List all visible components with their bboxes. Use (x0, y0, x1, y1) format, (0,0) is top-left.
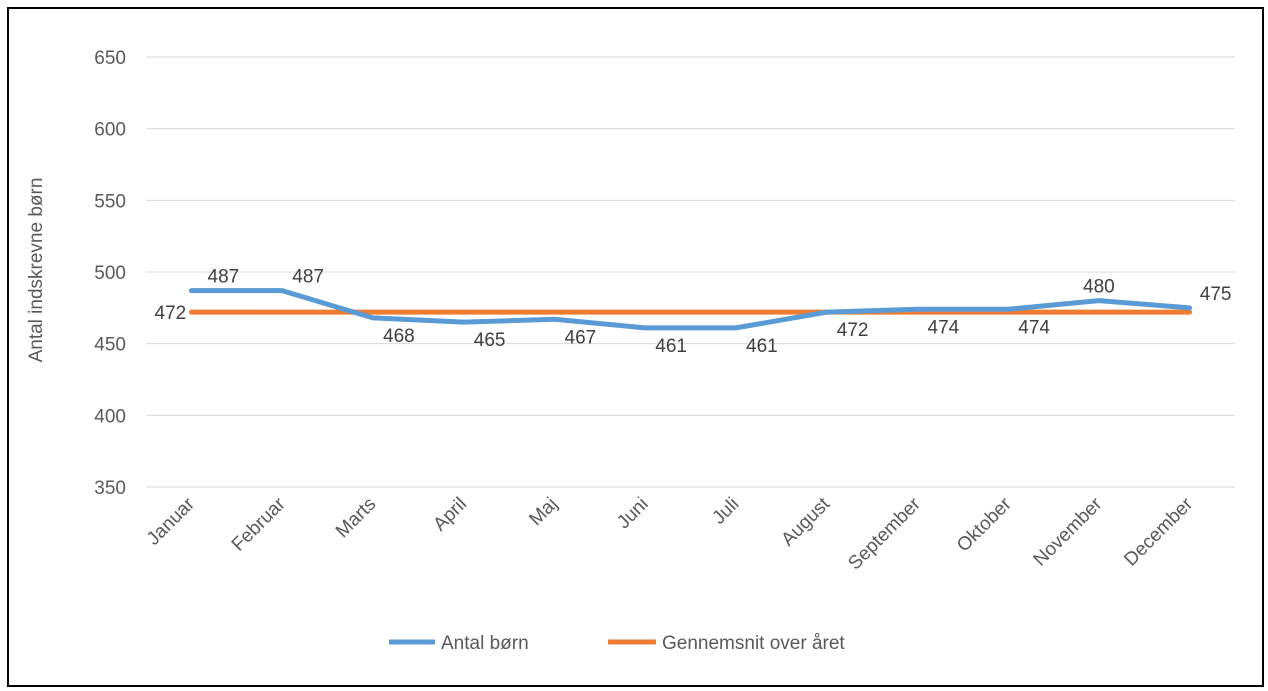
legend-label-gennemsnit: Gennemsnit over året (662, 633, 845, 654)
data-label: 461 (746, 336, 778, 357)
y-tick-label: 400 (94, 406, 126, 427)
x-tick-label: April (429, 494, 471, 536)
x-tick-label: Maj (525, 494, 562, 531)
x-axis-ticks: Januar Februar Marts April Maj Juni Juli August… (143, 493, 1198, 574)
chart-frame (7, 7, 1264, 687)
legend-label-antal-born: Antal børn (441, 633, 529, 654)
x-tick-label: September (844, 493, 925, 574)
data-label-average: 472 (155, 303, 187, 324)
x-tick-label: Juli (708, 494, 743, 529)
data-label: 487 (208, 267, 240, 288)
y-axis-label: Antal indskrevne børn (26, 178, 47, 363)
x-tick-label: December (1120, 493, 1197, 570)
x-tick-label: Marts (332, 494, 380, 542)
x-tick-label: Februar (228, 493, 290, 555)
x-tick-label: November (1030, 493, 1107, 570)
x-tick-label: Juni (613, 494, 652, 533)
data-label: 465 (474, 330, 506, 351)
y-tick-label: 350 (94, 478, 126, 499)
y-tick-label: 650 (94, 48, 126, 69)
x-tick-label: August (777, 493, 834, 550)
data-label: 480 (1083, 277, 1115, 298)
y-tick-label: 500 (94, 263, 126, 284)
data-label: 474 (1018, 317, 1050, 338)
data-label: 487 (292, 267, 324, 288)
y-axis-ticks: 350 400 450 500 550 600 650 (94, 48, 126, 499)
data-label: 472 (837, 320, 869, 341)
data-label: 461 (655, 336, 687, 357)
data-label: 468 (383, 326, 415, 347)
x-tick-label: Oktober (953, 493, 1016, 556)
data-label: 474 (928, 317, 960, 338)
series-lines (188, 288, 1193, 331)
data-label: 475 (1200, 284, 1232, 305)
x-tick-label: Januar (143, 493, 199, 549)
series-line-antal-born (188, 288, 1193, 331)
data-labels: 487 487 468 465 467 461 461 472 474 474 480 475 472 (155, 267, 1232, 357)
y-tick-label: 600 (94, 120, 126, 141)
y-tick-label: 450 (94, 335, 126, 356)
gridlines (146, 56, 1235, 488)
legend: Antal børn Gennemsnit over året (389, 633, 845, 654)
data-label: 467 (565, 327, 597, 348)
y-tick-label: 550 (94, 191, 126, 212)
